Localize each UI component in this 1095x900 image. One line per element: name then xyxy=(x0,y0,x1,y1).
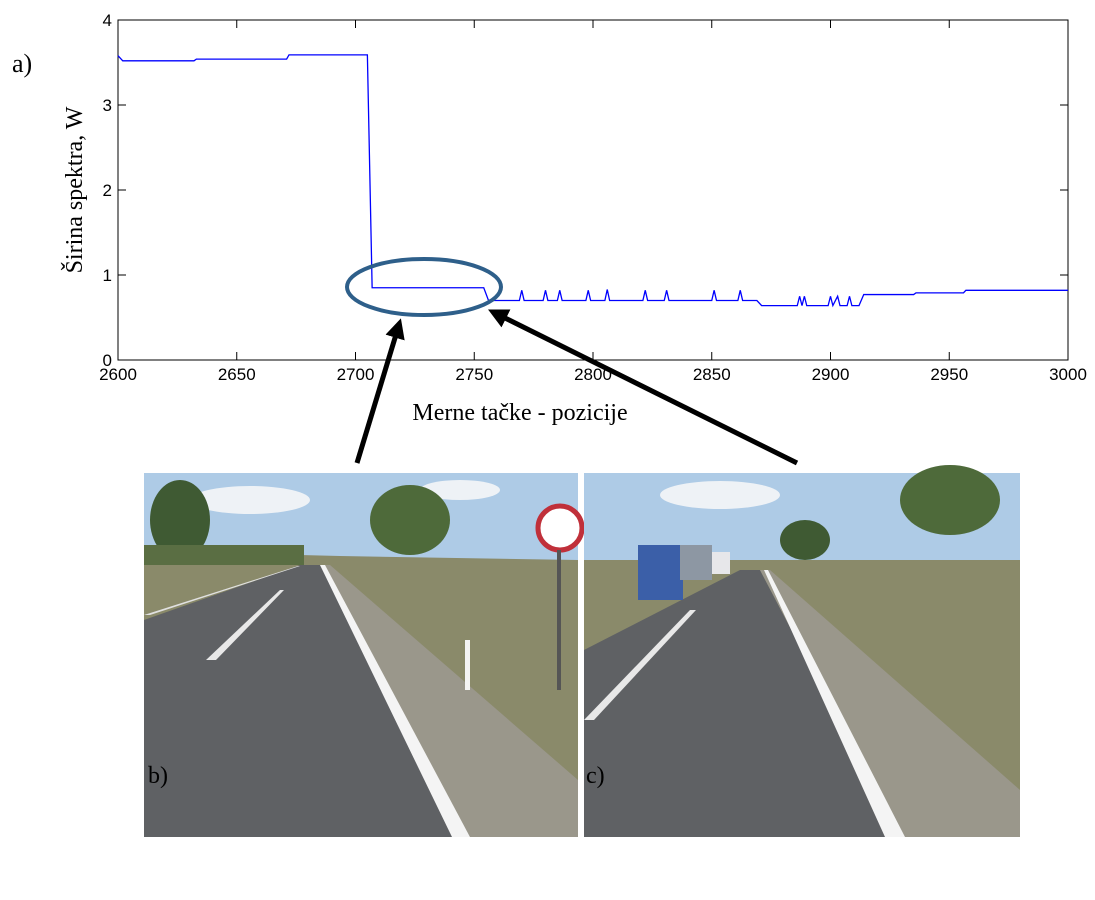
panel-label: b) xyxy=(148,763,168,789)
photo-b xyxy=(144,473,585,837)
x-tick-label: 2650 xyxy=(218,365,256,384)
y-axis-label: Širina spektra, W xyxy=(61,106,88,273)
arrow xyxy=(488,309,799,466)
x-tick-label: 2950 xyxy=(930,365,968,384)
arrow xyxy=(354,318,405,464)
x-tick-label: 2850 xyxy=(693,365,731,384)
y-tick-label: 3 xyxy=(103,96,112,115)
y-tick-label: 2 xyxy=(103,181,112,200)
x-tick-label: 2600 xyxy=(99,365,137,384)
x-tick-label: 3000 xyxy=(1049,365,1087,384)
y-tick-label: 4 xyxy=(103,11,112,30)
highlight-ellipse xyxy=(345,257,503,317)
x-axis-label: Merne tačke - pozicije xyxy=(412,400,627,426)
x-tick-label: 2900 xyxy=(812,365,850,384)
x-tick-label: 2700 xyxy=(337,365,375,384)
x-tick-label: 2800 xyxy=(574,365,612,384)
x-tick-label: 2750 xyxy=(455,365,493,384)
y-tick-label: 0 xyxy=(103,351,112,370)
panel-label: a) xyxy=(12,49,32,78)
data-line xyxy=(117,54,1068,308)
photo-c xyxy=(584,465,1020,837)
plot-area: 0 1 2 3 4 2600 2650 2700 2750 2800 2850 2900 2950 300… xyxy=(99,11,1087,384)
plot-frame xyxy=(117,19,1069,361)
panel-label: c) xyxy=(586,763,605,789)
y-tick-label: 1 xyxy=(103,266,112,285)
